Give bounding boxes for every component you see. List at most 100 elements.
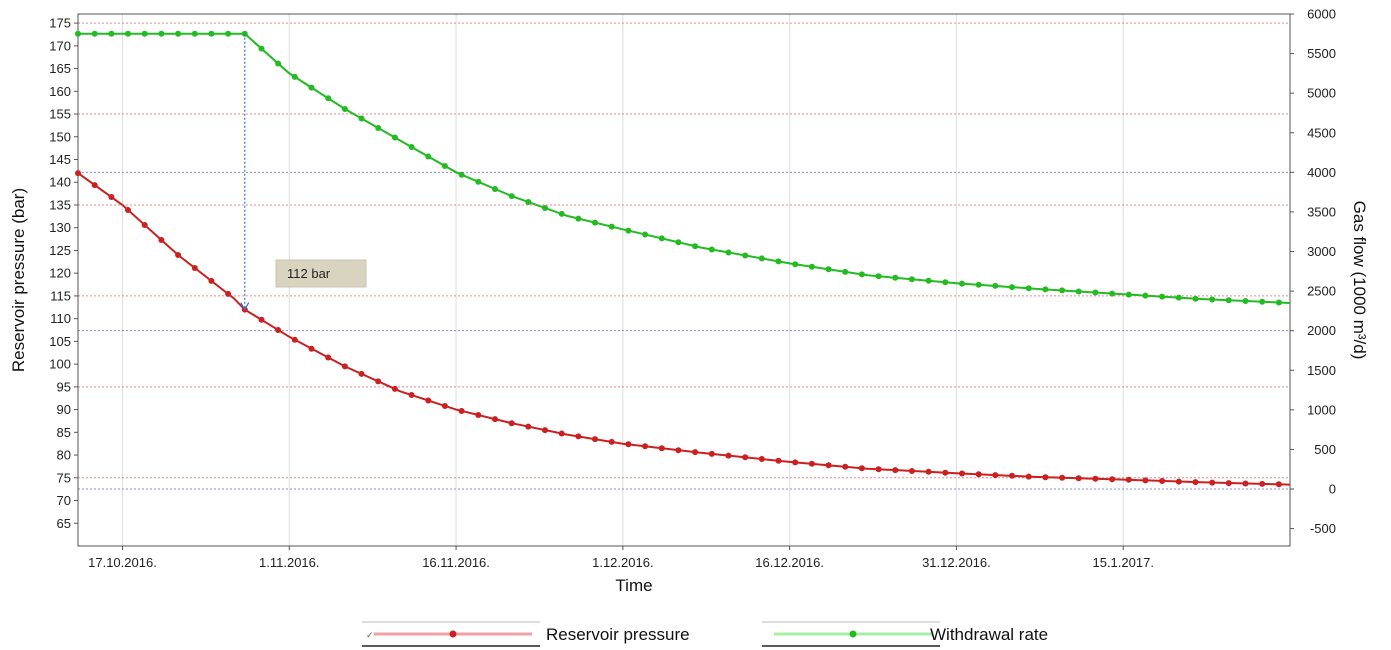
series-point-withdrawal-rate <box>425 153 432 160</box>
series-point-withdrawal-rate <box>525 199 532 205</box>
series-point-withdrawal-rate <box>375 125 382 131</box>
series-point-withdrawal-rate <box>1275 299 1282 306</box>
series-point-withdrawal-rate <box>575 215 582 222</box>
series-point-reservoir-pressure <box>558 430 565 437</box>
series-point-withdrawal-rate <box>208 30 215 37</box>
series-point-reservoir-pressure <box>625 441 632 448</box>
series-point-reservoir-pressure <box>758 456 765 462</box>
y-left-tick-label: 150 <box>49 129 71 144</box>
series-layer <box>75 30 1291 488</box>
series-point-withdrawal-rate <box>391 134 398 141</box>
y-left-tick-label: 125 <box>49 243 71 258</box>
series-point-withdrawal-rate <box>742 252 749 259</box>
series-point-reservoir-pressure <box>125 207 131 213</box>
series-point-withdrawal-rate <box>325 95 332 102</box>
series-point-withdrawal-rate <box>1242 298 1249 304</box>
series-point-withdrawal-rate <box>91 30 98 37</box>
y-right-tick-label: 5500 <box>1307 46 1336 61</box>
series-point-reservoir-pressure <box>1075 475 1082 482</box>
series-point-reservoir-pressure <box>675 447 682 454</box>
series-point-withdrawal-rate <box>892 274 899 281</box>
series-point-reservoir-pressure <box>175 252 182 258</box>
series-point-reservoir-pressure <box>542 427 548 434</box>
series-point-withdrawal-rate <box>592 219 598 226</box>
y-left-tick-label: 145 <box>49 152 71 167</box>
series-point-reservoir-pressure <box>642 443 649 450</box>
series-point-reservoir-pressure <box>842 463 849 470</box>
series-point-withdrawal-rate <box>959 280 965 287</box>
annotation-arrow-head <box>240 302 250 311</box>
series-point-withdrawal-rate <box>358 115 365 122</box>
x-tick-label: 15.1.2017. <box>1092 555 1153 570</box>
series-point-reservoir-pressure <box>492 416 498 423</box>
series-point-withdrawal-rate <box>975 281 982 288</box>
series-point-reservoir-pressure <box>942 469 949 476</box>
series-point-withdrawal-rate <box>1042 286 1049 293</box>
series-point-reservoir-pressure <box>1125 476 1132 483</box>
series-point-withdrawal-rate <box>508 193 515 200</box>
series-point-withdrawal-rate <box>1009 284 1015 291</box>
series-point-reservoir-pressure <box>475 412 482 418</box>
series-line-reservoir-pressure <box>77 172 1291 486</box>
y-axis-right-title: Gas flow (1000 m³/d) <box>1350 201 1369 360</box>
y-right-tick-label: 1000 <box>1307 402 1336 417</box>
y-right-tick-label: 5000 <box>1307 86 1336 101</box>
series-point-reservoir-pressure <box>1275 481 1282 488</box>
series-point-reservoir-pressure <box>908 468 915 474</box>
series-point-reservoir-pressure <box>1175 478 1182 485</box>
series-point-reservoir-pressure <box>225 290 232 297</box>
series-point-reservoir-pressure <box>959 470 965 477</box>
y-right-tick-label: 2500 <box>1307 284 1336 299</box>
series-point-withdrawal-rate <box>108 30 115 37</box>
series-point-reservoir-pressure <box>692 449 699 456</box>
series-point-withdrawal-rate <box>341 106 348 112</box>
x-tick-label: 17.10.2016. <box>88 555 157 570</box>
series-point-withdrawal-rate <box>842 268 849 275</box>
y-left-tick-label: 175 <box>49 16 71 31</box>
series-point-reservoir-pressure <box>1142 477 1149 484</box>
series-point-withdrawal-rate <box>408 144 415 150</box>
y-left-tick-label: 165 <box>49 61 71 76</box>
series-point-withdrawal-rate <box>925 277 932 284</box>
y-right-tick-label: -500 <box>1310 521 1336 536</box>
series-point-withdrawal-rate <box>1142 292 1149 299</box>
y-axis-left-title: Reservoir pressure (bar) <box>9 188 28 372</box>
series-point-reservoir-pressure <box>208 277 215 284</box>
series-point-reservoir-pressure <box>1225 480 1232 487</box>
series-point-reservoir-pressure <box>341 363 348 370</box>
y-left-tick-label: 90 <box>57 402 71 417</box>
legend-item-reservoir-pressure: Reservoir pressure <box>362 621 690 647</box>
series-point-reservoir-pressure <box>892 467 899 474</box>
series-point-withdrawal-rate <box>475 178 482 185</box>
legend-swatch-marker <box>849 630 857 638</box>
annotation-box <box>275 259 367 288</box>
series-point-reservoir-pressure <box>1209 479 1216 486</box>
axes-layer: 65 70 75 80 85 90 95 100 105 110 115 120 125 130 135 14… <box>9 7 1369 596</box>
series-point-reservoir-pressure <box>858 465 865 472</box>
x-axis-ticks: 17.10.2016. 1.11.2016. 16.11.2016. 1.12.201… <box>88 546 1154 570</box>
series-point-withdrawal-rate <box>75 30 81 37</box>
series-point-withdrawal-rate <box>858 271 865 278</box>
series-point-reservoir-pressure <box>425 397 432 404</box>
series-point-reservoir-pressure <box>275 327 282 333</box>
series-point-reservoir-pressure <box>525 423 532 430</box>
y-left-tick-label: 75 <box>57 470 71 485</box>
grid-layer <box>78 13 1290 546</box>
series-point-reservoir-pressure <box>325 354 332 361</box>
series-point-reservoir-pressure <box>1025 473 1032 480</box>
series-point-withdrawal-rate <box>775 258 782 265</box>
y-right-tick-label: 500 <box>1314 442 1336 457</box>
series-point-withdrawal-rate <box>308 84 315 91</box>
y-left-tick-label: 170 <box>49 38 71 53</box>
x-axis-title: Time <box>615 576 652 595</box>
series-point-withdrawal-rate <box>492 186 498 192</box>
series-point-withdrawal-rate <box>141 30 148 37</box>
annotation-layer: 112 bar <box>240 33 367 311</box>
series-point-reservoir-pressure <box>75 170 81 177</box>
series-point-withdrawal-rate <box>1175 294 1182 301</box>
series-point-withdrawal-rate <box>1109 290 1116 297</box>
series-point-reservoir-pressure <box>825 462 832 469</box>
series-point-reservoir-pressure <box>792 459 799 466</box>
legend: Reservoir pressure Withdrawal rate ✓ <box>362 621 1048 647</box>
y-left-tick-label: 65 <box>57 516 71 531</box>
